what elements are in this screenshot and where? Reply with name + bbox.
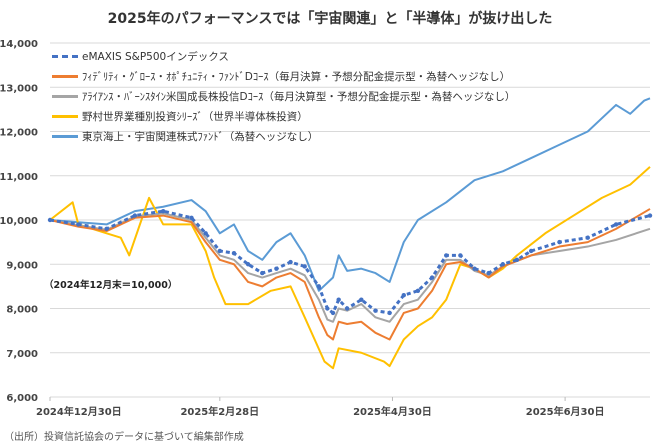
legend-label: ﾌｨﾃﾞﾘﾃｨ・ｸﾞﾛｰｽ・ｵﾎﾟﾁｭﾆﾃｨ・ﾌｧﾝﾄﾞDｺｰｽ（毎月決算・予想… <box>82 70 511 83</box>
data-point <box>387 310 392 316</box>
data-point <box>401 293 406 298</box>
legend-item: eMAXIS S&P500インデックス <box>52 46 515 66</box>
y-tick-label: 8,000 <box>6 305 38 316</box>
data-point <box>316 284 322 289</box>
legend-swatch <box>52 134 78 138</box>
legend-item: 東京海上・宇宙関連株式ﾌｧﾝﾄﾞ（為替ヘッジなし） <box>52 126 515 146</box>
source-note: （出所）投資信託協会のデータに基づいて編集部作成 <box>4 432 244 443</box>
data-point <box>429 275 435 280</box>
data-point <box>47 217 53 223</box>
data-point <box>647 213 653 218</box>
data-point <box>274 266 279 271</box>
base-annotation: （2024年12月末＝10,000） <box>44 280 178 291</box>
series-line-1 <box>49 208 651 341</box>
data-point <box>528 248 534 254</box>
y-tick-label: 6,000 <box>6 393 38 404</box>
x-tick-label: 2024年12月30日 <box>36 405 122 418</box>
series-line-4 <box>49 97 651 292</box>
legend-swatch <box>52 74 78 78</box>
legend-swatch <box>52 94 78 98</box>
legend-swatch <box>52 54 78 58</box>
legend: eMAXIS S&P500インデックス ﾌｨﾃﾞﾘﾃｨ・ｸﾞﾛｰｽ・ｵﾎﾟﾁｭﾆﾃ… <box>52 46 515 146</box>
data-point <box>161 208 166 214</box>
series-line-3 <box>49 166 651 370</box>
data-point <box>260 270 265 276</box>
y-tick-label: 13,000 <box>0 83 38 94</box>
y-tick-label: 12,000 <box>0 128 38 139</box>
legend-label: 野村世界業種別投資ｼﾘｰｽﾞ（世界半導体株投資） <box>82 110 308 123</box>
y-tick-label: 11,000 <box>0 172 38 183</box>
legend-item: ﾌｨﾃﾞﾘﾃｨ・ｸﾞﾛｰｽ・ｵﾎﾟﾁｭﾆﾃｨ・ﾌｧﾝﾄﾞDｺｰｽ（毎月決算・予想… <box>52 66 515 86</box>
data-point <box>373 308 378 313</box>
y-tick-label: 7,000 <box>6 349 38 360</box>
data-point <box>344 306 350 311</box>
data-point <box>585 235 590 240</box>
data-point <box>302 264 307 269</box>
x-tick-label: 2025年2月28日 <box>180 405 259 418</box>
data-point <box>76 222 81 227</box>
data-point <box>514 257 520 263</box>
data-point <box>325 306 330 311</box>
data-point <box>245 262 251 267</box>
data-point <box>359 297 364 302</box>
legend-label: ｱﾗｲｱﾝｽ・ﾊﾞｰﾝｽﾀｲﾝ米国成長株投信Dｺｰｽ（毎月決算型・予想分配金提示… <box>82 90 516 103</box>
data-point <box>132 213 138 218</box>
y-tick-label: 14,000 <box>0 39 38 50</box>
data-point <box>613 222 619 227</box>
x-tick-label: 2025年6月30日 <box>526 405 605 418</box>
data-point <box>415 288 421 293</box>
chart-title: 2025年のパフォーマンスでは「宇宙関連」と「半導体」が抜け出した <box>107 11 553 27</box>
x-tick-label: 2025年4月30日 <box>353 405 432 418</box>
legend-label: eMAXIS S&P500インデックス <box>82 50 229 63</box>
legend-item: 野村世界業種別投資ｼﾘｰｽﾞ（世界半導体株投資） <box>52 106 515 126</box>
data-point <box>189 215 194 220</box>
data-point <box>500 262 506 267</box>
data-point <box>557 239 562 245</box>
data-point <box>330 310 336 316</box>
data-point <box>444 253 449 258</box>
data-point <box>104 226 109 232</box>
y-tick-label: 9,000 <box>6 260 38 271</box>
legend-swatch <box>52 114 78 118</box>
data-point <box>217 248 223 254</box>
data-point <box>288 259 293 265</box>
legend-label: 東京海上・宇宙関連株式ﾌｧﾝﾄﾞ（為替ヘッジなし） <box>82 130 319 143</box>
data-point <box>458 253 463 258</box>
data-point <box>486 270 491 276</box>
data-point <box>336 297 341 302</box>
data-point <box>231 250 237 256</box>
series-line-0 <box>49 209 651 315</box>
series-line-2 <box>49 212 651 323</box>
data-point <box>472 266 477 271</box>
y-tick-label: 10,000 <box>0 216 38 227</box>
legend-item: ｱﾗｲｱﾝｽ・ﾊﾞｰﾝｽﾀｲﾝ米国成長株投信Dｺｰｽ（毎月決算型・予想分配金提示… <box>52 86 515 106</box>
data-point <box>203 231 208 236</box>
